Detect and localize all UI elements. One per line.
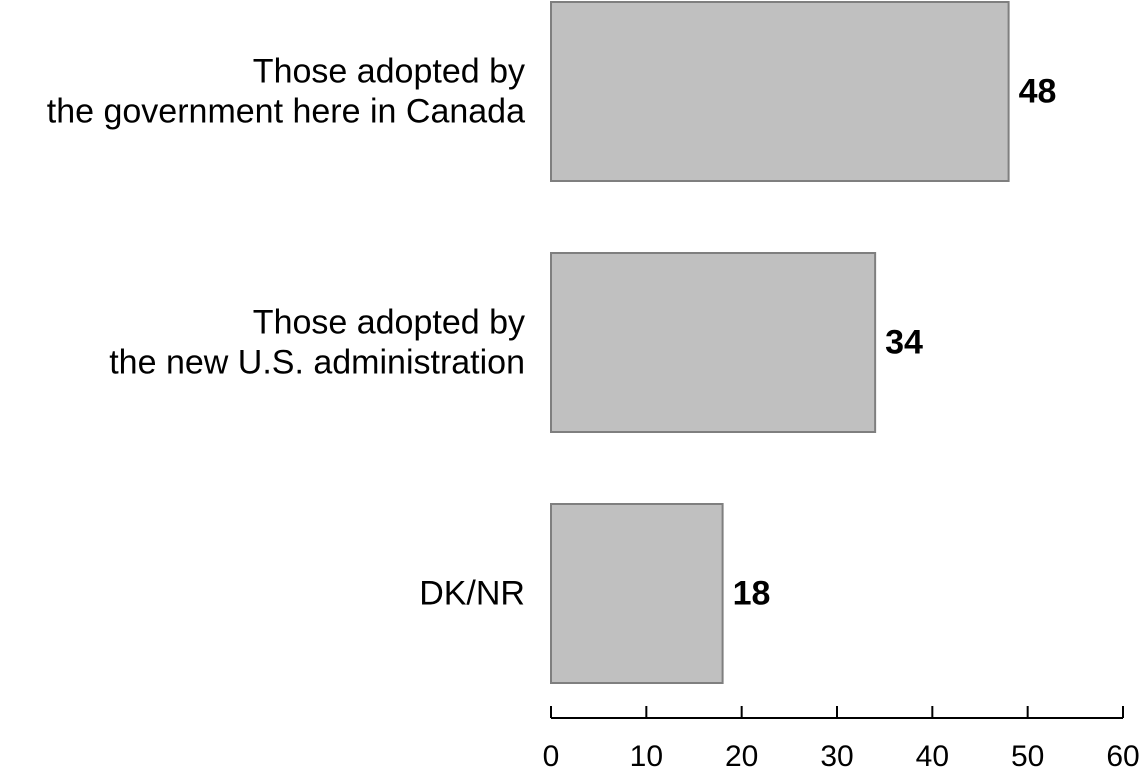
x-tick-label-3: 30 — [820, 740, 853, 773]
x-tick-label-6: 60 — [1106, 740, 1139, 773]
category-labels-group: Those adopted by the government here in C… — [47, 53, 525, 613]
x-tick-label-5: 50 — [1011, 740, 1044, 773]
bars-group — [550, 1, 1010, 684]
category-label-0: Those adopted by the government here in C… — [47, 53, 525, 131]
x-tick-label-1: 10 — [630, 740, 663, 773]
x-tick-label-2: 20 — [725, 740, 758, 773]
x-axis: 0 10 20 30 40 50 60 — [543, 706, 1140, 773]
bar-1 — [550, 252, 877, 433]
x-tick-label-0: 0 — [543, 740, 560, 773]
category-label-1: Those adopted by the new U.S. administrat… — [109, 304, 525, 382]
value-label-2: 18 — [733, 575, 771, 613]
value-labels-group: 48 34 18 — [733, 73, 1057, 613]
value-label-1: 34 — [885, 324, 923, 362]
bar-0 — [550, 1, 1010, 182]
x-tick-label-4: 40 — [916, 740, 949, 773]
bar-2 — [550, 503, 724, 684]
value-label-0: 48 — [1019, 73, 1057, 111]
category-label-2: DK/NR — [419, 575, 525, 613]
